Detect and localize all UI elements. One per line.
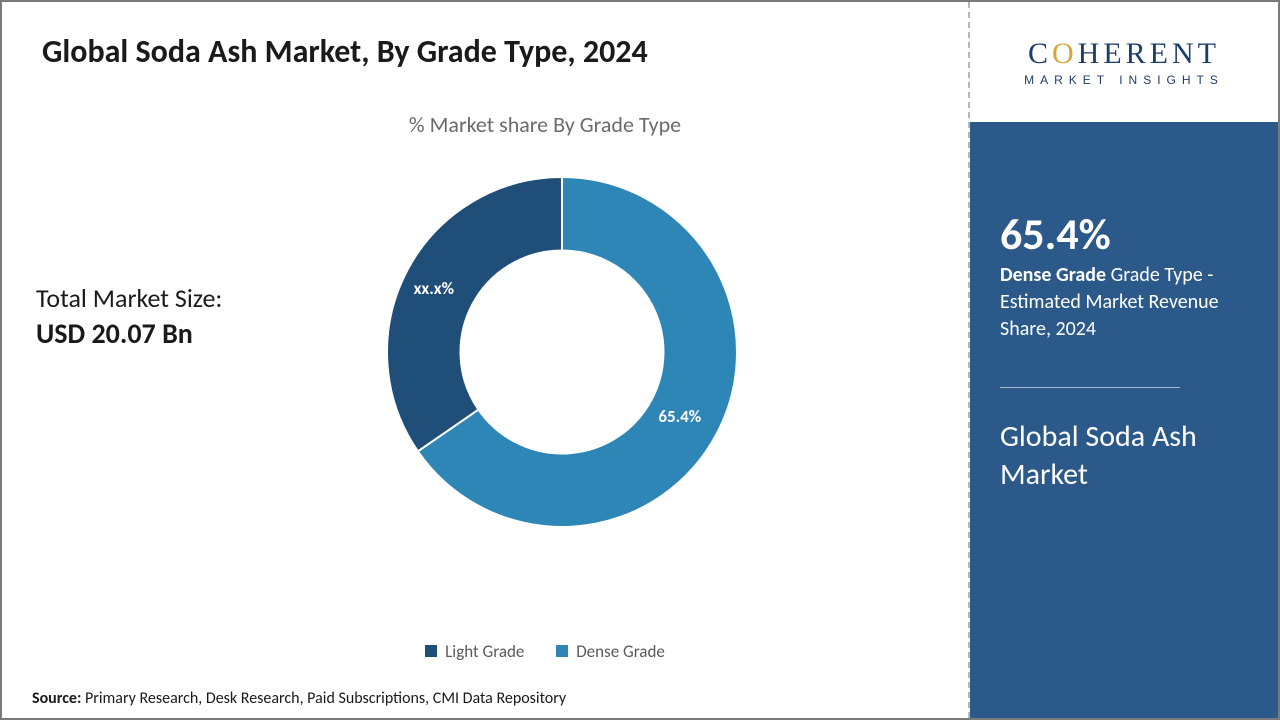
logo-text-o: O xyxy=(1052,37,1078,70)
highlight-desc-bold: Dense Grade xyxy=(1000,263,1106,287)
chart-subtitle: % Market share By Grade Type xyxy=(2,111,968,138)
legend-item-dense: Dense Grade xyxy=(556,641,665,662)
legend-swatch-light xyxy=(425,645,437,657)
side-title: Global Soda Ash Market xyxy=(1000,418,1248,493)
logo-area: COHERENT MARKET INSIGHTS xyxy=(970,2,1278,122)
logo-sub: MARKET INSIGHTS xyxy=(1024,73,1224,87)
infographic-frame: Global Soda Ash Market, By Grade Type, 2… xyxy=(0,0,1280,720)
market-size-block: Total Market Size: USD 20.07 Bn xyxy=(36,282,222,351)
slice-label-dense: 65.4% xyxy=(658,406,701,427)
source-text: Primary Research, Desk Research, Paid Su… xyxy=(85,689,566,708)
side-panel: 65.4% Dense Grade Grade Type - Estimated… xyxy=(970,122,1278,718)
donut-chart: 65.4% xx.x% xyxy=(372,162,752,542)
donut-svg xyxy=(372,162,752,542)
right-column: COHERENT MARKET INSIGHTS 65.4% Dense Gra… xyxy=(968,2,1278,718)
slice-label-light: xx.x% xyxy=(414,278,454,299)
chart-legend: Light Grade Dense Grade xyxy=(2,641,968,663)
side-divider xyxy=(1000,387,1180,388)
page-title: Global Soda Ash Market, By Grade Type, 2… xyxy=(2,22,968,71)
logo-main: COHERENT xyxy=(1024,37,1224,71)
legend-item-light: Light Grade xyxy=(425,641,524,662)
logo-text-post: HERENT xyxy=(1078,37,1220,70)
source-line: Source: Primary Research, Desk Research,… xyxy=(32,689,566,708)
logo-text-pre: C xyxy=(1028,37,1052,70)
market-size-value: USD 20.07 Bn xyxy=(36,316,222,351)
legend-label-dense: Dense Grade xyxy=(576,641,665,662)
legend-swatch-dense xyxy=(556,645,568,657)
legend-label-light: Light Grade xyxy=(445,641,524,662)
highlight-percentage: 65.4% xyxy=(1000,212,1248,256)
highlight-description: Dense Grade Grade Type - Estimated Marke… xyxy=(1000,262,1248,343)
source-label: Source: xyxy=(32,689,81,708)
market-size-label: Total Market Size: xyxy=(36,282,222,314)
main-panel: Global Soda Ash Market, By Grade Type, 2… xyxy=(2,2,968,718)
brand-logo: COHERENT MARKET INSIGHTS xyxy=(1024,37,1224,87)
